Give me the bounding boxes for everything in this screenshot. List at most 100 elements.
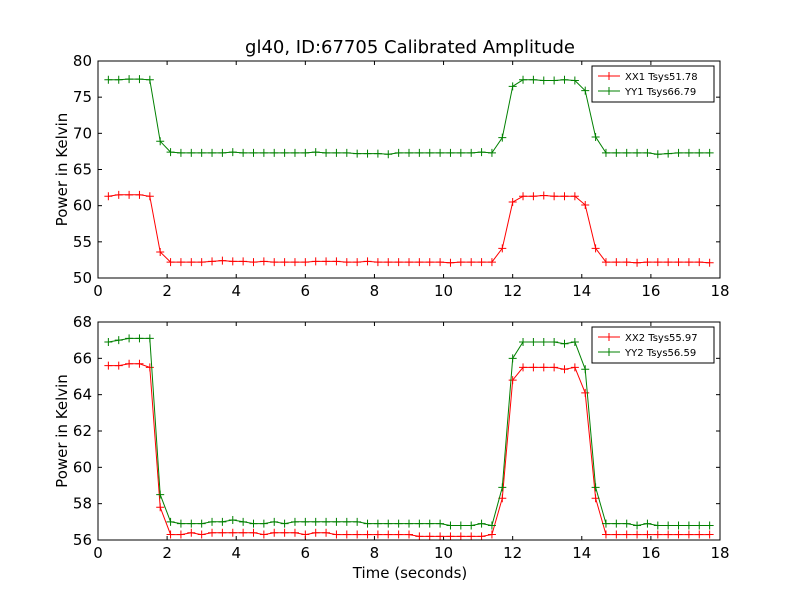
- data-point: [301, 530, 310, 539]
- data-point: [166, 258, 175, 267]
- data-point: [125, 334, 134, 343]
- data-point: [145, 363, 154, 372]
- data-point: [467, 258, 476, 267]
- legend-label: YY1 Tsys66.79: [624, 87, 696, 98]
- data-point: [290, 258, 299, 267]
- data-point: [498, 483, 507, 492]
- data-point: [270, 258, 279, 267]
- data-point: [208, 148, 217, 157]
- data-point: [218, 528, 227, 537]
- data-point: [249, 519, 258, 528]
- data-point: [508, 354, 517, 363]
- data-point: [135, 75, 144, 84]
- data-point: [674, 148, 683, 157]
- data-point: [643, 148, 652, 157]
- data-point: [353, 530, 362, 539]
- data-point: [487, 530, 496, 539]
- data-point: [228, 148, 237, 157]
- y-tick-label: 68: [73, 313, 92, 331]
- data-point: [249, 528, 258, 537]
- data-point: [342, 148, 351, 157]
- x-tick-label: 10: [434, 544, 453, 562]
- data-point: [228, 528, 237, 537]
- y-tick-label: 64: [73, 386, 92, 404]
- data-point: [633, 521, 642, 530]
- y-tick-label: 56: [73, 531, 92, 549]
- data-point: [643, 258, 652, 267]
- data-point: [550, 337, 559, 346]
- y-tick-label: 65: [73, 161, 92, 179]
- data-point: [456, 148, 465, 157]
- legend-frame: [591, 65, 715, 103]
- series-xx1: [104, 190, 714, 267]
- legend-frame: [591, 326, 715, 364]
- data-point: [570, 76, 579, 85]
- data-point: [187, 148, 196, 157]
- series-yy1: [104, 75, 714, 159]
- data-point: [104, 337, 113, 346]
- data-point: [405, 258, 413, 267]
- data-point: [446, 521, 455, 530]
- data-point: [446, 532, 455, 541]
- x-tick-label: 14: [572, 282, 591, 300]
- data-point: [156, 490, 165, 499]
- data-point: [581, 365, 590, 374]
- data-point: [332, 257, 341, 266]
- data-point: [290, 148, 299, 157]
- data-point: [125, 359, 134, 368]
- data-point: [166, 517, 175, 526]
- data-point: [187, 519, 196, 528]
- data-point: [373, 149, 382, 158]
- data-point: [550, 363, 559, 372]
- data-point: [280, 519, 289, 528]
- data-point: [259, 530, 268, 539]
- data-point: [342, 517, 351, 526]
- data-point: [290, 528, 299, 537]
- data-point: [560, 365, 569, 374]
- data-point: [622, 258, 631, 267]
- data-point: [311, 517, 320, 526]
- data-point: [664, 258, 673, 267]
- data-point: [674, 530, 683, 539]
- data-point: [104, 361, 113, 370]
- data-point: [653, 258, 662, 267]
- data-point: [684, 148, 693, 157]
- data-point: [591, 132, 600, 141]
- legend-marker: [605, 87, 613, 95]
- data-point: [622, 519, 631, 528]
- data-point: [342, 530, 351, 539]
- data-point: [601, 148, 610, 157]
- data-point: [498, 133, 507, 142]
- data-point: [156, 137, 165, 146]
- legend-marker: [605, 333, 613, 341]
- data-point: [166, 148, 175, 157]
- data-point: [405, 148, 413, 157]
- data-point: [487, 258, 496, 267]
- data-point: [695, 148, 704, 157]
- data-point: [622, 530, 631, 539]
- data-point: [145, 192, 154, 201]
- data-point: [436, 532, 445, 541]
- data-point: [239, 528, 248, 537]
- data-point: [290, 517, 299, 526]
- data-point: [114, 336, 123, 345]
- data-point: [477, 258, 486, 267]
- data-point: [228, 257, 237, 266]
- x-tick-label: 4: [231, 544, 241, 562]
- data-point: [176, 519, 185, 528]
- data-point: [280, 528, 289, 537]
- data-point: [695, 258, 704, 267]
- y-tick-label: 60: [73, 458, 92, 476]
- x-tick-label: 6: [301, 544, 311, 562]
- data-point: [239, 148, 248, 157]
- data-point: [436, 258, 445, 267]
- data-point: [125, 75, 134, 84]
- data-point: [176, 530, 185, 539]
- data-point: [301, 258, 310, 267]
- data-point: [332, 517, 341, 526]
- legend-entry: XX1 Tsys51.78: [598, 72, 698, 83]
- data-point: [228, 516, 237, 525]
- data-point: [218, 256, 227, 265]
- series-yy2: [104, 334, 714, 530]
- data-point: [239, 257, 248, 266]
